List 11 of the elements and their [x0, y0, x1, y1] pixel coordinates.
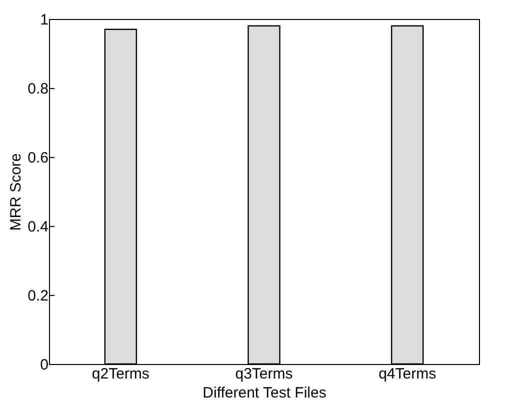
y-tick-label: 0: [40, 356, 48, 374]
y-tick-label: 0.6: [28, 150, 48, 166]
y-tick-label: 0.4: [28, 218, 48, 236]
y-tick-label: 1: [40, 12, 48, 28]
x-axis-title: Different Test Files: [202, 384, 326, 402]
y-axis-title: MRR Score: [8, 153, 25, 231]
y-tick-label: 0.2: [28, 288, 48, 304]
x-tick-label: q4Terms: [378, 366, 436, 382]
x-tick-label: q3Terms: [235, 366, 293, 382]
y-tick-label: 0.8: [28, 80, 48, 98]
x-tick-label: q2Terms: [92, 366, 150, 382]
